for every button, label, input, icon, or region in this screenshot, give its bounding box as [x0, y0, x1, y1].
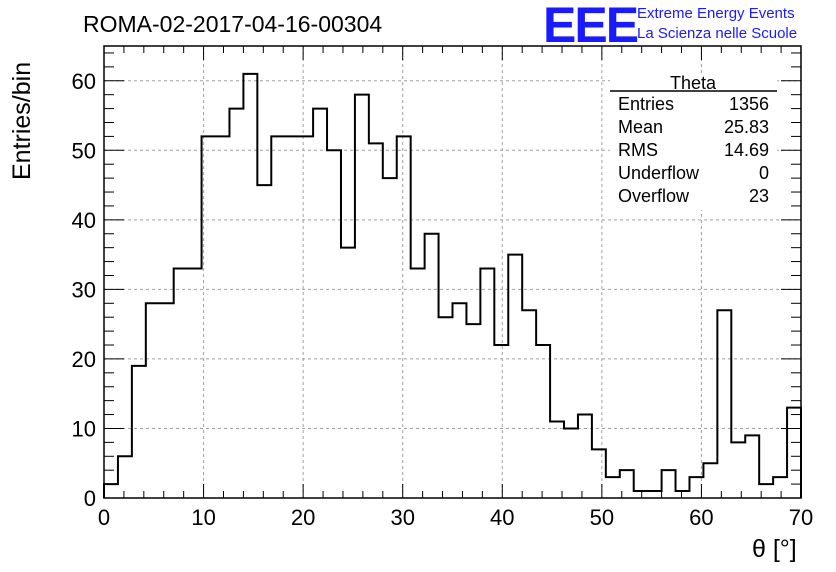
histogram-bars	[103, 72, 802, 498]
histogram-bin	[132, 366, 146, 498]
histogram-bin	[773, 477, 787, 498]
y-tick-label: 0	[84, 486, 96, 511]
x-tick-label: 0	[98, 505, 110, 530]
histogram-bin	[285, 136, 299, 498]
histogram-bin	[745, 435, 759, 498]
stats-label-overflow: Overflow	[618, 186, 690, 206]
histogram-bin	[160, 303, 174, 498]
histogram-bin	[480, 269, 494, 498]
chart-title: ROMA-02-2017-04-16-00304	[83, 11, 382, 37]
histogram-bin	[257, 185, 271, 498]
eee-logo-line2: La Scienza nelle Scuole	[637, 25, 797, 42]
stats-label-entries: Entries	[618, 94, 674, 114]
histogram-bin	[634, 491, 648, 498]
x-tick-label: 50	[590, 505, 614, 530]
histogram-bin	[383, 178, 397, 498]
y-tick-label: 50	[72, 138, 96, 163]
histogram-bin	[425, 234, 439, 498]
histogram-bin	[536, 345, 550, 498]
histogram-bin	[216, 136, 230, 498]
x-tick-label: 30	[390, 505, 414, 530]
histogram-bin	[466, 324, 480, 498]
histogram-bin	[731, 442, 745, 498]
x-tick-label: 20	[291, 505, 315, 530]
stats-box-background	[610, 75, 777, 210]
y-tick-label: 30	[72, 277, 96, 302]
stats-title: Theta	[670, 73, 717, 93]
x-tick-label: 10	[191, 505, 215, 530]
histogram-bin	[522, 310, 536, 498]
x-tick-label: 70	[789, 505, 813, 530]
stats-box: Theta Entries 1356 Mean 25.83 RMS 14.69 Underf…	[610, 73, 777, 210]
histogram-bin	[717, 310, 731, 498]
histogram-bin	[243, 74, 257, 498]
y-axis-title: Entries/bin	[8, 62, 36, 180]
histogram-bin	[592, 449, 606, 498]
stats-value-overflow: 23	[749, 186, 769, 206]
x-tick-label: 40	[490, 505, 514, 530]
histogram-bin	[369, 143, 383, 498]
histogram-bin	[118, 456, 132, 498]
histogram-bin	[146, 303, 160, 498]
stats-label-underflow: Underflow	[618, 163, 700, 183]
y-tick-label: 20	[72, 347, 96, 372]
eee-logo-line1: Extreme Energy Events	[637, 5, 795, 22]
histogram-bin	[341, 248, 355, 498]
histogram-outline	[103, 72, 802, 498]
histogram-bin	[606, 477, 620, 498]
histogram-bin	[202, 136, 216, 498]
x-axis-title: θ [°]	[752, 535, 797, 563]
plot-frame	[103, 45, 802, 499]
histogram-bin	[299, 136, 313, 498]
histogram-bin	[494, 345, 508, 498]
histogram-bin	[578, 415, 592, 498]
histogram-bin	[648, 491, 662, 498]
histogram-bin	[174, 269, 188, 498]
histogram-bin	[508, 255, 522, 498]
eee-logo-mark: EEE	[543, 0, 638, 53]
histogram-bin	[104, 484, 118, 498]
stats-value-underflow: 0	[759, 163, 769, 183]
stats-label-rms: RMS	[618, 140, 658, 160]
histogram-bin	[703, 463, 717, 498]
histogram-bin	[676, 491, 690, 498]
histogram-bin	[662, 470, 676, 498]
histogram-bin	[271, 136, 285, 498]
histogram-bin	[313, 109, 327, 498]
y-tick-label: 40	[72, 208, 96, 233]
histogram-bin	[355, 95, 369, 498]
histogram-bin	[439, 317, 453, 498]
histogram-bin	[188, 269, 202, 498]
y-tick-label: 10	[72, 416, 96, 441]
histogram-bin	[411, 269, 425, 498]
axes: 0 10 20 30 40 50 60 70 0 10 20 30 40 50 60	[72, 45, 813, 530]
histogram-bin	[550, 422, 564, 498]
histogram-bin	[453, 303, 467, 498]
histogram-bin	[229, 109, 243, 498]
histogram-bin	[564, 428, 578, 498]
stats-label-mean: Mean	[618, 117, 663, 137]
grid-lines	[104, 46, 801, 498]
stats-rows: Entries 1356 Mean 25.83 RMS 14.69 Underflow 0 Ov…	[618, 94, 769, 206]
eee-logo: EEE Extreme Energy Events La Scienza nel…	[543, 0, 797, 53]
histogram-bin	[327, 150, 341, 498]
stats-value-entries: 1356	[729, 94, 769, 114]
stats-value-rms: 14.69	[724, 140, 769, 160]
stats-value-mean: 25.83	[724, 117, 769, 137]
histogram-bin	[397, 136, 411, 498]
y-tick-label: 60	[72, 69, 96, 94]
x-tick-label: 60	[689, 505, 713, 530]
